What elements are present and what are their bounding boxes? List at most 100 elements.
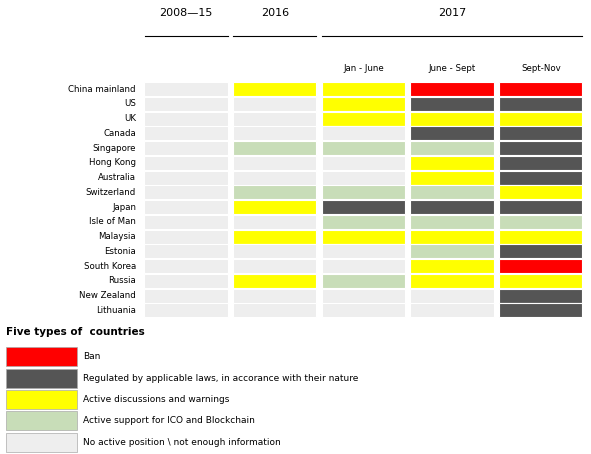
Bar xyxy=(233,171,317,185)
Bar xyxy=(145,303,228,317)
Text: Malaysia: Malaysia xyxy=(98,232,136,241)
Bar xyxy=(322,82,405,96)
Bar xyxy=(322,274,405,288)
Bar xyxy=(233,97,317,111)
Bar xyxy=(411,156,494,170)
Bar xyxy=(233,259,317,273)
Bar xyxy=(411,112,494,126)
Bar xyxy=(145,156,228,170)
Bar xyxy=(322,289,405,303)
Bar xyxy=(499,97,583,111)
Bar xyxy=(499,303,583,317)
Bar xyxy=(411,126,494,140)
Text: Ban: Ban xyxy=(83,352,100,361)
Bar xyxy=(322,171,405,185)
Bar xyxy=(145,230,228,244)
Text: US: US xyxy=(124,99,136,109)
Bar xyxy=(411,215,494,229)
Text: Russia: Russia xyxy=(108,276,136,286)
Text: China mainland: China mainland xyxy=(69,84,136,94)
Text: Sept-Nov: Sept-Nov xyxy=(521,64,561,73)
Bar xyxy=(322,97,405,111)
Bar xyxy=(233,289,317,303)
Bar xyxy=(145,244,228,258)
Bar xyxy=(322,303,405,317)
Bar xyxy=(145,112,228,126)
Text: Isle of Man: Isle of Man xyxy=(89,217,136,227)
Bar xyxy=(411,171,494,185)
Bar xyxy=(322,156,405,170)
Bar xyxy=(145,185,228,199)
Text: South Korea: South Korea xyxy=(84,262,136,271)
Bar xyxy=(145,97,228,111)
Bar xyxy=(411,82,494,96)
Bar xyxy=(233,215,317,229)
Bar xyxy=(411,244,494,258)
Bar xyxy=(499,156,583,170)
Bar xyxy=(322,259,405,273)
Text: Canada: Canada xyxy=(103,129,136,138)
Text: Singapore: Singapore xyxy=(92,143,136,153)
Bar xyxy=(233,274,317,288)
Bar xyxy=(322,200,405,214)
Text: 2017: 2017 xyxy=(438,8,466,18)
Bar xyxy=(233,156,317,170)
Bar xyxy=(499,244,583,258)
Bar xyxy=(499,141,583,155)
Bar xyxy=(145,126,228,140)
Text: Active support for ICO and Blockchain: Active support for ICO and Blockchain xyxy=(83,416,255,425)
Bar xyxy=(411,200,494,214)
Bar xyxy=(233,82,317,96)
Text: Active discussions and warnings: Active discussions and warnings xyxy=(83,395,229,404)
Bar xyxy=(145,200,228,214)
Bar xyxy=(145,171,228,185)
Bar xyxy=(233,200,317,214)
Bar xyxy=(233,141,317,155)
Bar xyxy=(499,259,583,273)
Bar xyxy=(411,259,494,273)
Text: Hong Kong: Hong Kong xyxy=(89,158,136,168)
Bar xyxy=(499,126,583,140)
Bar xyxy=(145,274,228,288)
Text: Lithuania: Lithuania xyxy=(96,306,136,315)
Text: UK: UK xyxy=(124,114,136,123)
Bar xyxy=(411,303,494,317)
Bar xyxy=(411,185,494,199)
Text: Estonia: Estonia xyxy=(104,247,136,256)
Bar xyxy=(322,141,405,155)
Bar xyxy=(411,97,494,111)
Bar xyxy=(233,230,317,244)
Text: June - Sept: June - Sept xyxy=(428,64,476,73)
Bar xyxy=(233,185,317,199)
Bar xyxy=(233,126,317,140)
Bar xyxy=(145,141,228,155)
Bar xyxy=(411,274,494,288)
Bar xyxy=(233,112,317,126)
Text: Australia: Australia xyxy=(98,173,136,182)
Bar xyxy=(411,141,494,155)
Text: Japan: Japan xyxy=(112,202,136,212)
Text: New Zealand: New Zealand xyxy=(79,291,136,300)
Bar xyxy=(322,126,405,140)
Bar xyxy=(499,289,583,303)
Bar xyxy=(499,82,583,96)
Text: Regulated by applicable laws, in accorance with their nature: Regulated by applicable laws, in accoran… xyxy=(83,374,358,383)
Bar xyxy=(145,82,228,96)
Text: 2008—15: 2008—15 xyxy=(160,8,213,18)
Bar xyxy=(499,200,583,214)
Bar xyxy=(411,230,494,244)
Bar xyxy=(322,112,405,126)
Bar xyxy=(233,244,317,258)
Bar xyxy=(499,112,583,126)
Bar xyxy=(499,171,583,185)
Bar xyxy=(411,289,494,303)
Bar xyxy=(322,244,405,258)
Text: 2016: 2016 xyxy=(261,8,289,18)
Bar xyxy=(145,215,228,229)
Bar xyxy=(145,259,228,273)
Bar xyxy=(322,230,405,244)
Bar xyxy=(145,289,228,303)
Text: No active position \ not enough information: No active position \ not enough informat… xyxy=(83,438,281,447)
Bar xyxy=(499,185,583,199)
Bar xyxy=(499,215,583,229)
